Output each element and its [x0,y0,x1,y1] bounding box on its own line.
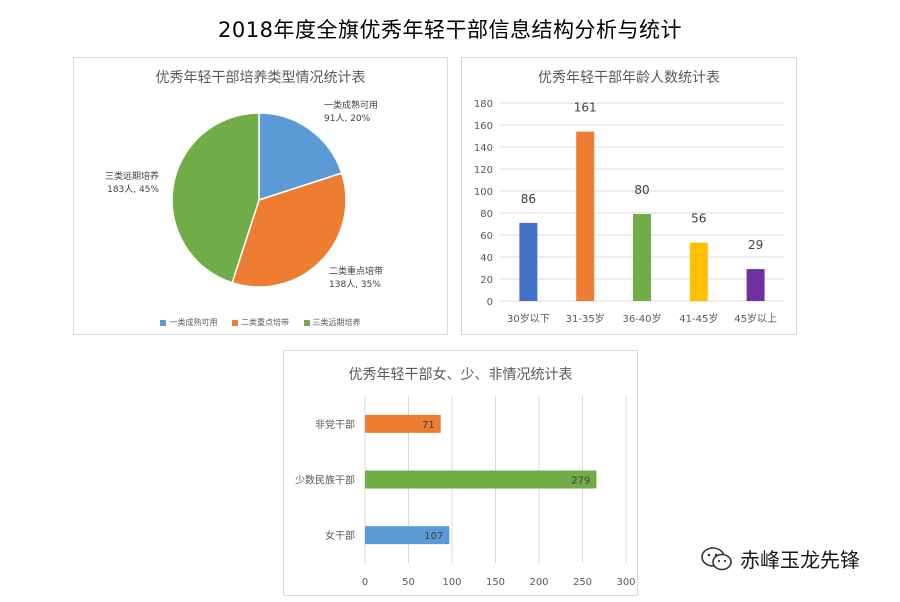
y-tick-label: 140 [474,143,493,154]
pie-slice-1 [258,112,343,202]
pie-legend: 一类成熟可用 二类重点培带 三类远期培养 [74,317,447,328]
x-tick-label: 30岁以下 [507,312,550,325]
y-category-label: 非党干部 [315,418,355,431]
bar-data-label: 29 [748,238,763,252]
pie-chart: 一类成熟可用 91人, 20% 二类重点培带 138人, 35% 三类远期培养 183人,… [105,99,383,290]
y-tick-label: 120 [474,165,493,176]
legend-label: 一类成熟可用 [169,318,218,327]
y-tick-label: 40 [480,253,493,264]
age-bar-1 [519,222,538,301]
pie-label-name: 三类远期培养 [105,170,159,182]
wechat-icon [701,546,732,570]
x-tick-label: 36-40岁 [622,312,661,325]
y-tick-label: 160 [474,121,493,132]
hbar-chart-panel: 优秀年轻干部女、少、非情况统计表 0 50 100 150 200 250 300 71 非党干… [283,350,638,596]
hbar-data-label: 107 [424,531,443,542]
legend-item-3: 三类远期培养 [303,317,361,328]
age-bar-chart-panel: 优秀年轻干部年龄人数统计表 0 20 40 60 80 100 120 140 160 180 86… [461,57,797,335]
pie-chart-panel: 优秀年轻干部培养类型情况统计表 一类成熟可用 91人, 20% 二类重点培带 138人… [73,57,448,335]
page-title: 2018年度全旗优秀年轻干部信息结构分析与统计 [218,18,682,42]
pie-label-name: 一类成熟可用 [324,99,378,111]
legend-swatch-orange [232,319,238,326]
bar-chart-title: 优秀年轻干部年龄人数统计表 [538,70,720,86]
bar-data-label: 80 [634,183,649,197]
pie-chart-title: 优秀年轻干部培养类型情况统计表 [155,70,366,86]
pie-label-name: 二类重点培带 [329,265,383,277]
pie-slice-2 [231,172,347,288]
y-tick-label: 80 [480,209,493,220]
bar-data-label: 86 [521,192,536,206]
x-tick-label: 200 [529,577,548,588]
y-tick-label: 100 [474,187,493,198]
x-tick-label: 31-35岁 [566,312,605,325]
pie-label-value: 183人, 45% [107,184,159,195]
watermark: 赤峰玉龙先锋 [700,544,860,573]
hbar-data-label: 279 [571,476,590,487]
x-tick-label: 150 [486,577,505,588]
x-tick-label: 300 [616,577,635,588]
pie-label-value: 91人, 20% [324,113,371,124]
x-tick-label: 45岁以上 [734,312,777,325]
bar-data-label: 56 [691,212,706,226]
age-bar-4 [689,242,708,301]
hbar-2 [365,470,597,489]
hbar-1 [365,414,441,433]
pie-label-value: 138人, 35% [329,279,381,290]
y-tick-label: 0 [487,297,493,308]
age-bar-3 [633,214,651,301]
hbar-3 [365,526,450,545]
pie-slice-3 [171,112,260,284]
age-bar-5 [746,269,765,301]
legend-label: 二类重点培带 [241,318,289,327]
legend-swatch-blue [160,319,167,326]
bar-data-label: 161 [574,101,597,115]
age-bar-2 [576,131,595,301]
y-category-label: 少数民族干部 [295,474,355,487]
x-tick-label: 250 [573,577,592,588]
y-tick-label: 20 [480,275,493,286]
age-bar-chart: 0 20 40 60 80 100 120 140 160 180 86 30岁以下 161 31-35岁… [474,99,784,325]
hbar-chart-title: 优秀年轻干部女、少、非情况统计表 [348,367,573,383]
legend-item-2: 二类重点培带 [232,317,289,328]
legend-swatch-green [303,319,310,326]
legend-item-1: 一类成熟可用 [160,317,217,328]
y-category-label: 女干部 [325,529,355,542]
y-tick-label: 180 [474,99,493,110]
x-tick-label: 0 [362,577,368,588]
x-tick-label: 41-45岁 [679,312,718,325]
legend-label: 三类远期培养 [312,318,361,327]
watermark-text: 赤峰玉龙先锋 [740,548,860,572]
x-tick-label: 50 [402,577,415,588]
hbar-data-label: 71 [422,420,435,431]
y-tick-label: 60 [480,231,493,242]
hbar-chart: 0 50 100 150 200 250 300 71 非党干部 279 少数民族干部 107 女干部 [295,396,636,588]
x-tick-label: 100 [442,577,461,588]
